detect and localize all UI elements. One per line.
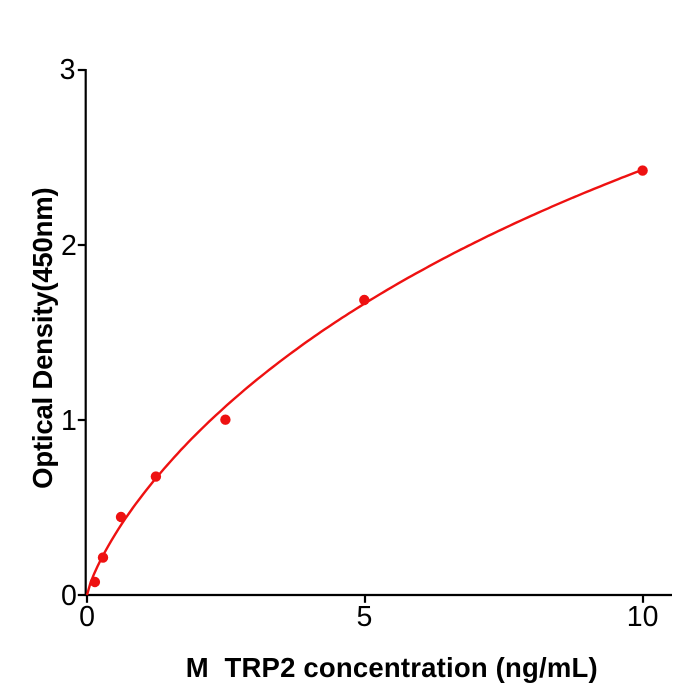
svg-text:5: 5: [356, 601, 372, 633]
svg-text:0: 0: [61, 580, 77, 612]
svg-text:Optical Density(450nm): Optical Density(450nm): [27, 188, 58, 489]
svg-text:3: 3: [60, 54, 76, 86]
svg-text:0: 0: [79, 601, 95, 633]
svg-text:2: 2: [61, 230, 77, 262]
svg-text:M TRP2 concentration (ng/mL): M TRP2 concentration (ng/mL): [186, 652, 598, 683]
svg-text:10: 10: [627, 601, 659, 633]
svg-text:1: 1: [61, 405, 77, 437]
